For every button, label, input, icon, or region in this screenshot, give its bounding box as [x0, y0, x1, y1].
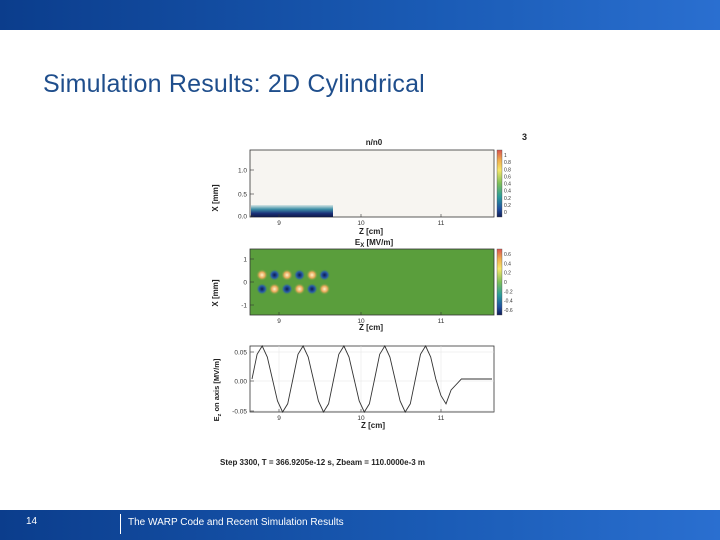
ez-ylabel: Ez on axis [MV/m]	[212, 358, 223, 421]
ex-field-spot-lower	[256, 283, 268, 295]
ez-xlabel: Z [cm]	[361, 421, 385, 430]
colorbar-tick-label: 0.4	[504, 182, 511, 188]
y-tick-label: 0	[243, 280, 247, 287]
x-tick-label: 11	[438, 415, 445, 422]
step-info: Step 3300, T = 366.9205e-12 s, Zbeam = 1…	[220, 458, 425, 467]
ez-plot-area	[249, 345, 495, 413]
ex-colorbar	[496, 248, 503, 316]
ex-field-spot-upper	[268, 269, 281, 281]
x-tick-label: 10	[357, 415, 365, 422]
ex-field-spot-lower	[268, 283, 281, 295]
colorbar-tick-label: 0.2	[504, 196, 511, 202]
x-tick-label: 11	[438, 220, 445, 227]
density-ylabel: X [mm]	[211, 184, 220, 211]
colorbar-tick-label: 0	[504, 280, 507, 286]
x-tick-label: 10	[357, 318, 365, 325]
density-xlabel: Z [cm]	[359, 227, 383, 236]
x-tick-label: 9	[277, 220, 281, 227]
ex-field-spot-lower	[293, 283, 306, 295]
density-title: n/n0	[366, 138, 383, 147]
footer-divider	[120, 514, 121, 534]
ex-title-sub: X	[360, 243, 364, 249]
colorbar-tick-label: 1	[504, 153, 507, 159]
ex-field-spot-upper	[293, 269, 306, 281]
ex-field-spot-upper	[306, 269, 318, 281]
colorbar-tick-label: 0.8	[504, 167, 511, 173]
x-tick-label: 10	[357, 220, 365, 227]
colorbar-tick-label: 0.2	[504, 271, 511, 277]
slide-number: 14	[26, 516, 38, 527]
ex-field-spot-lower	[306, 283, 318, 295]
y-tick-label: -1	[241, 303, 247, 310]
colorbar-tick-label: 0.4	[504, 189, 511, 195]
colorbar-tick-label: -0.2	[504, 289, 513, 295]
y-tick-label: 0.5	[238, 192, 247, 199]
colorbar-tick-label: 0.6	[504, 252, 511, 258]
header-band	[0, 0, 720, 30]
y-tick-label: 1	[243, 257, 247, 264]
y-tick-label: 1.0	[238, 168, 247, 175]
ex-title: EX [MV/m]	[355, 238, 394, 249]
density-beam	[251, 205, 333, 217]
ez-ylabel-main: E	[212, 416, 221, 421]
slide-title: Simulation Results: 2D Cylindrical	[43, 70, 425, 98]
ex-title-main: E	[355, 238, 361, 247]
x-tick-label: 9	[277, 415, 281, 422]
corner-label: 3	[522, 132, 527, 142]
colorbar-tick-label: -0.6	[504, 308, 513, 314]
y-tick-label: 0.05	[234, 350, 247, 357]
ex-ylabel: X [mm]	[211, 279, 220, 306]
colorbar-tick-label: 0	[504, 210, 507, 216]
ex-field-spot-upper	[318, 269, 331, 281]
ex-field-spot-upper	[256, 269, 268, 281]
y-tick-label: -0.05	[232, 409, 247, 416]
colorbar-tick-label: 0.4	[504, 261, 511, 267]
y-tick-label: 0.0	[238, 214, 247, 221]
colorbar-tick-label: 0.6	[504, 174, 511, 180]
colorbar-tick-label: -0.4	[504, 299, 513, 305]
y-tick-label: 0.00	[234, 379, 247, 386]
ex-xlabel: Z [cm]	[359, 323, 383, 332]
footer-text: The WARP Code and Recent Simulation Resu…	[128, 517, 344, 528]
ez-ylabel-sub: z	[217, 413, 223, 416]
ez-ylabel-suffix: on axis [MV/m]	[212, 358, 221, 414]
colorbar-tick-label: 0.8	[504, 160, 511, 166]
ex-title-suffix: [MV/m]	[364, 238, 393, 247]
ex-plot-area	[249, 248, 495, 316]
ez-series-line	[251, 345, 492, 413]
ex-field-spot-lower	[281, 283, 293, 295]
density-colorbar	[496, 149, 503, 218]
footer-band	[0, 510, 720, 540]
x-tick-label: 9	[277, 318, 281, 325]
x-tick-label: 11	[438, 318, 445, 325]
ex-field-spot-lower	[318, 283, 331, 295]
colorbar-tick-label: 0.2	[504, 203, 511, 209]
ex-field-spot-upper	[281, 269, 293, 281]
